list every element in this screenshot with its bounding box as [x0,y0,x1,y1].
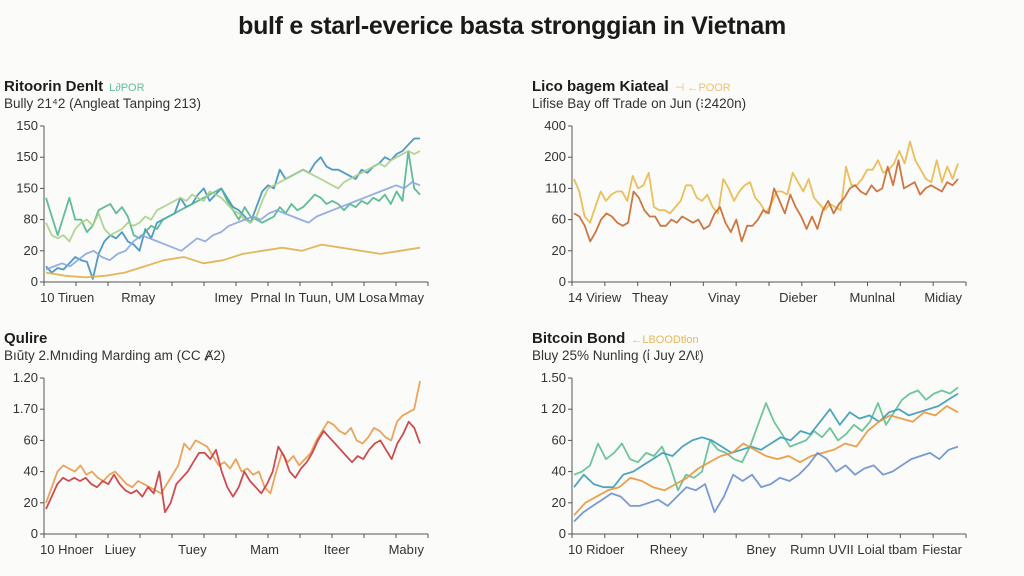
chart-title-text: Bitcoin Bond [532,330,626,347]
y-tick-label: 20 [24,243,38,258]
y-tick-label: 0 [559,274,566,289]
series-line-crimson [45,420,421,514]
y-tick-label: 0 [559,526,566,541]
x-tick-label: 10 Ridoer [568,542,625,557]
page-title: bulf e starl-everice basta stronggian in… [238,12,786,40]
x-tick-label: Fiestar [922,542,962,557]
y-tick-label: 0 [31,274,38,289]
x-tick-label: Theay [632,290,669,305]
chart-title-text: Qulire [4,330,48,347]
chart-panel-2: Lico bagem Kiateal ⊣ ←POOR Lifise Bay off… [532,78,972,318]
y-tick-label: 40 [552,464,566,479]
y-tick-label: 150 [16,118,38,133]
y-tick-label: 80 [24,212,38,227]
x-tick-label: Mabıy [389,542,425,557]
x-tick-label: Iteer [324,542,351,557]
y-tick-label: 60 [552,432,566,447]
chart-panel-3: Qulire Bıŭty 2.Mnıding Marding am (CC Ⱥ2… [4,330,444,570]
y-tick-label: 0 [31,526,38,541]
y-tick-label: 110 [545,180,566,195]
x-tick-label: Munlnal [850,290,896,305]
chart-title-text: Ritoorin Denlt [4,78,104,95]
y-tick-label: 1.50 [541,370,566,385]
line-chart: 0 20 40 60 1.70 1.20 10 Hnoer Liuey Tuey Mam Iteer… [13,370,429,557]
y-tick-label: 1.20 [13,370,38,385]
y-tick-label: 20 [552,243,566,258]
series-line-light-green [45,150,421,243]
y-tick-label: 150 [16,180,38,195]
y-tick-label: 60 [24,432,38,447]
series-line-teal-blue [573,392,959,489]
legend-tag: L∂POR [109,82,145,94]
chart-title: Bitcoin Bond ←LBOODtlon [532,330,699,347]
x-tick-label: 14 Viriew [568,290,622,305]
chart-panel-4: Bitcoin Bond ←LBOODtlon Bluy 25% Nunling … [532,330,972,570]
y-tick-label: 200 [544,149,566,164]
y-tick-label: 150 [16,149,38,164]
x-tick-label: Liuey [105,542,137,557]
y-tick-label: 20 [552,495,566,510]
chart-panel-1: Ritoorin Denlt L∂POR Bully 21⁴2 (Angleat … [4,78,444,318]
series-line-orange [573,405,959,516]
chart-subtitle: Lifise Bay off Trade on Jun (⁝2420n) [532,96,747,111]
series-line-blue [45,137,420,280]
legend-tag: ←LBOODtlon [631,334,699,346]
chart-title-text: Lico bagem Kiateal [532,78,669,95]
series-line-green [573,386,959,492]
y-tick-label: 400 [544,118,566,133]
series-line-periwinkle [45,181,421,271]
x-tick-label: Prnal In Tuun, UM Losa [250,290,387,305]
x-tick-label: Tuey [178,542,207,557]
y-tick-label: 60 [552,212,566,227]
series-line-gold [573,140,959,224]
x-tick-label: Dieber [779,290,818,305]
chart-title: Qulire [4,330,53,347]
series-line-orange [45,380,421,504]
line-chart: 0 20 40 60 1 20 1.50 10 Ridoer Rheey Bney Rumn UV… [541,370,967,557]
x-tick-label: Bney [746,542,776,557]
x-tick-label: Vinay [708,290,741,305]
line-chart: 0 20 60 110 200 400 14 Viriew Theay Vinay Dieber M… [544,118,967,305]
series-line-rust [573,159,959,243]
line-chart: 0 20 80 150 150 150 10 Tiruen Rmay Imey Prnal In … [16,118,429,305]
y-tick-label: 1 20 [541,401,566,416]
y-tick-label: 40 [24,464,38,479]
chart-title: Lico bagem Kiateal ⊣ ←POOR [532,78,731,95]
chart-subtitle: Bluy 25% Nunling (ί Juy 2Λℓ) [532,348,704,363]
series-line-blue [573,445,959,523]
x-tick-label: Rumn UVII Loial tbam [790,542,917,557]
chart-title: Ritoorin Denlt L∂POR [4,78,145,95]
x-tick-label: Mam [250,542,279,557]
x-tick-label: Midiay [924,290,962,305]
x-tick-label: 10 Hnoer [40,542,94,557]
series-line-gold [45,243,421,279]
chart-subtitle: Bıŭty 2.Mnıding Marding am (CC Ⱥ2) [4,348,226,363]
x-tick-label: Mmay [389,290,425,305]
x-tick-label: 10 Tiruen [40,290,94,305]
x-tick-label: Imey [214,290,243,305]
y-tick-label: 20 [24,495,38,510]
x-tick-label: Rheey [650,542,688,557]
x-tick-label: Rmay [121,290,155,305]
legend-tag: ⊣ ←POOR [674,82,731,94]
chart-subtitle: Bully 21⁴2 (Angleat Tanping 213) [4,96,201,111]
y-tick-label: 1.70 [13,401,38,416]
